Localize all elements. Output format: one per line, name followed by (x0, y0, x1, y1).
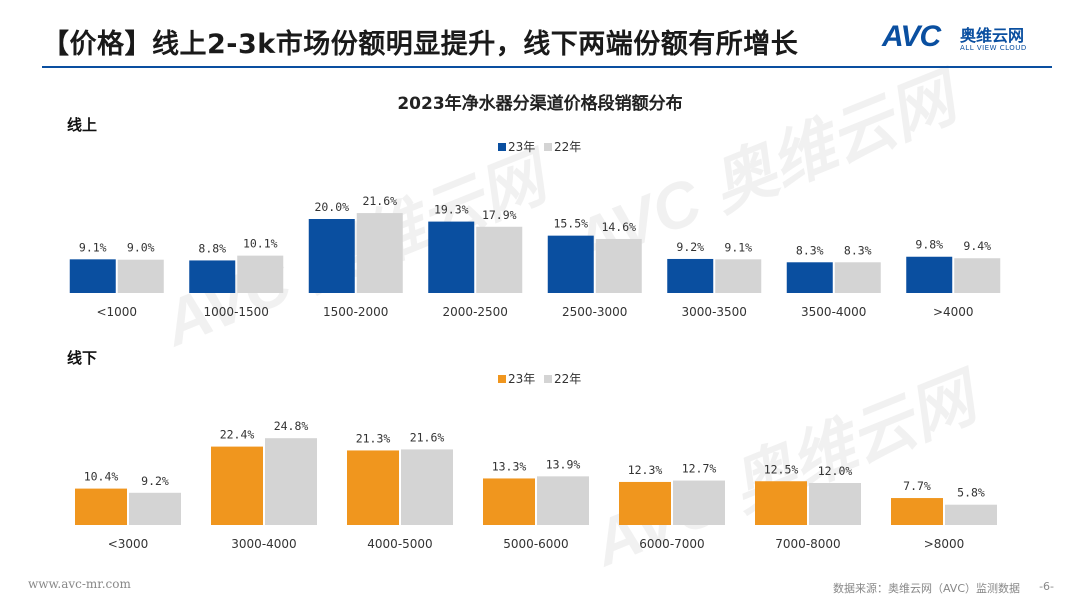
online-legend-label-1: 22年 (554, 140, 581, 154)
offline-category-label-0: <3000 (108, 537, 149, 551)
online-bar-22-1 (237, 255, 284, 293)
offline-data-label-22-6: 5.8% (957, 486, 985, 500)
online-bar-22-0 (117, 259, 164, 293)
offline-category-label-3: 5000-6000 (503, 537, 568, 551)
online-bar-22-6 (834, 262, 881, 293)
offline-data-label-23-2: 21.3% (356, 431, 391, 445)
online-category-label-7: >4000 (933, 305, 974, 319)
online-legend-swatch-0 (498, 143, 506, 151)
online-data-label-23-3: 19.3% (434, 203, 469, 217)
online-bar-23-7 (906, 256, 953, 293)
page-number: -6- (1039, 580, 1054, 593)
online-data-label-22-3: 17.9% (482, 208, 517, 222)
offline-legend-swatch-0 (498, 375, 506, 383)
online-data-label-23-5: 9.2% (676, 240, 704, 254)
offline-data-label-22-4: 12.7% (682, 462, 717, 476)
online-bar-23-5 (667, 258, 714, 293)
offline-data-label-23-5: 12.5% (764, 462, 799, 476)
online-bar-23-4 (547, 235, 594, 293)
logo-mark: AVC (882, 20, 941, 53)
offline-bar-22-3 (537, 476, 589, 525)
offline-data-label-22-1: 24.8% (274, 419, 309, 433)
offline-legend-label-0: 23年 (508, 372, 535, 386)
offline-data-label-23-1: 22.4% (220, 428, 255, 442)
online-data-label-22-6: 8.3% (844, 243, 872, 257)
online-bar-22-3 (476, 226, 523, 293)
online-data-label-22-5: 9.1% (724, 240, 752, 254)
offline-data-label-23-3: 13.3% (492, 459, 527, 473)
offline-data-label-22-3: 13.9% (546, 457, 581, 471)
offline-bar-23-5 (755, 481, 807, 525)
website-url: www.avc-mr.com (28, 577, 131, 591)
online-bar-23-3 (428, 221, 475, 293)
online-bar-23-6 (786, 262, 833, 293)
page-title: 【价格】线上2-3k市场份额明显提升，线下两端份额有所增长 (42, 29, 799, 60)
online-category-label-6: 3500-4000 (801, 305, 866, 319)
online-bar-23-1 (189, 260, 236, 293)
offline-bar-23-0 (75, 488, 127, 525)
offline-category-label-2: 4000-5000 (367, 537, 432, 551)
online-data-label-23-7: 9.8% (915, 238, 943, 252)
offline-data-label-23-0: 10.4% (84, 470, 119, 484)
online-data-label-23-0: 9.1% (79, 240, 107, 254)
logo-cn-text: 奥维云网 (960, 26, 1025, 45)
offline-category-label-6: >8000 (924, 537, 965, 551)
online-data-label-22-4: 14.6% (601, 220, 636, 234)
offline-bar-chart: 23年 22年 10.4% 9.2% <3000 22.4% 24.8% 3000-4000 2… (75, 372, 997, 551)
online-data-label-23-2: 20.0% (314, 200, 349, 214)
online-bar-22-2 (356, 213, 403, 293)
offline-data-label-23-6: 7.7% (903, 479, 931, 493)
data-source: 数据来源：奥维云网（AVC）监测数据 (832, 582, 1020, 595)
offline-data-label-22-0: 9.2% (141, 474, 169, 488)
online-legend-label-0: 23年 (508, 140, 535, 154)
offline-category-label-5: 7000-8000 (775, 537, 840, 551)
offline-bar-22-0 (129, 492, 181, 525)
online-category-label-4: 2500-3000 (562, 305, 627, 319)
online-bar-23-2 (308, 219, 355, 293)
online-bar-22-4 (595, 238, 642, 293)
offline-bar-23-4 (619, 481, 671, 525)
online-bar-22-7 (954, 258, 1001, 293)
online-data-label-22-0: 9.0% (127, 241, 155, 255)
online-category-label-1: 1000-1500 (204, 305, 269, 319)
offline-category-label-4: 6000-7000 (639, 537, 704, 551)
title-divider (42, 66, 1052, 68)
offline-section-label: 线下 (67, 349, 98, 367)
offline-bar-22-5 (809, 483, 861, 525)
online-category-label-2: 1500-2000 (323, 305, 388, 319)
online-data-label-22-2: 21.6% (362, 194, 397, 208)
online-data-label-23-4: 15.5% (553, 217, 588, 231)
offline-bar-22-2 (401, 449, 453, 525)
offline-data-label-23-4: 12.3% (628, 463, 663, 477)
online-data-label-22-7: 9.4% (963, 239, 991, 253)
offline-legend-label-1: 22年 (554, 372, 581, 386)
offline-legend-swatch-1 (544, 375, 552, 383)
offline-bar-22-6 (945, 504, 997, 525)
offline-bar-23-6 (891, 498, 943, 525)
online-bar-23-0 (69, 259, 116, 293)
online-bar-chart: 23年 22年 9.1% 9.0% <1000 8.8% 10.1% 1000-1500 20.… (69, 140, 1001, 319)
offline-bar-23-1 (211, 446, 263, 525)
offline-data-label-22-5: 12.0% (818, 464, 853, 478)
offline-bar-23-3 (483, 478, 535, 525)
chart-title: 2023年净水器分渠道价格段销额分布 (397, 94, 683, 114)
offline-bar-23-2 (347, 450, 399, 525)
online-category-label-5: 3000-3500 (682, 305, 747, 319)
offline-data-label-22-2: 21.6% (410, 430, 445, 444)
online-legend-swatch-1 (544, 143, 552, 151)
offline-bar-22-4 (673, 480, 725, 525)
offline-category-label-1: 3000-4000 (231, 537, 296, 551)
online-category-label-3: 2000-2500 (443, 305, 508, 319)
online-category-label-0: <1000 (96, 305, 137, 319)
offline-bar-22-1 (265, 438, 317, 525)
avc-logo: AVC 奥维云网 ALL VIEW CLOUD (882, 20, 1052, 60)
logo-en-text: ALL VIEW CLOUD (960, 44, 1027, 52)
online-data-label-23-6: 8.3% (796, 243, 824, 257)
online-section-label: 线上 (67, 116, 98, 134)
online-data-label-23-1: 8.8% (198, 241, 226, 255)
online-data-label-22-1: 10.1% (243, 237, 278, 251)
online-bar-22-5 (715, 259, 762, 293)
